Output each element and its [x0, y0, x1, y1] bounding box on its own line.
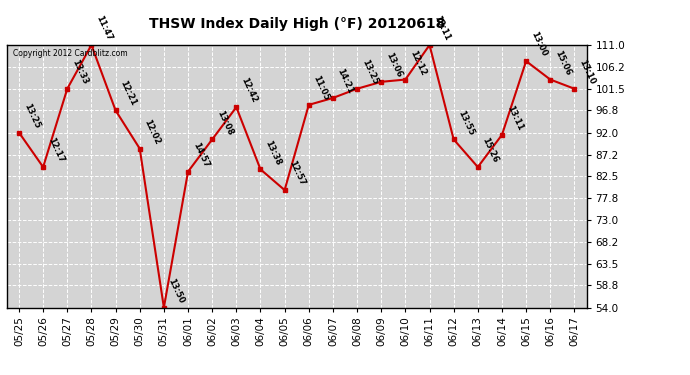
Text: Copyright 2012 Cardblitz.com: Copyright 2012 Cardblitz.com: [12, 49, 128, 58]
Text: 12:42: 12:42: [239, 76, 259, 104]
Text: 13:55: 13:55: [457, 109, 476, 136]
Text: 13:00: 13:00: [529, 30, 549, 58]
Text: 13:50: 13:50: [167, 277, 186, 305]
Text: 11:47: 11:47: [95, 14, 114, 42]
Text: 13:11: 13:11: [433, 14, 452, 42]
Text: 12:21: 12:21: [119, 80, 138, 108]
Text: 13:08: 13:08: [215, 109, 235, 136]
Text: THSW Index Daily High (°F) 20120618: THSW Index Daily High (°F) 20120618: [148, 17, 445, 31]
Text: 15:06: 15:06: [553, 49, 573, 77]
Text: 13:11: 13:11: [505, 104, 524, 132]
Text: 13:06: 13:06: [384, 51, 404, 79]
Text: 12:17: 12:17: [46, 136, 66, 164]
Text: 12:12: 12:12: [408, 49, 428, 77]
Text: 15:26: 15:26: [481, 136, 500, 164]
Text: 14:57: 14:57: [191, 141, 210, 169]
Text: 14:21: 14:21: [336, 67, 355, 95]
Text: 12:57: 12:57: [288, 159, 307, 187]
Text: 13:33: 13:33: [70, 58, 90, 86]
Text: 12:02: 12:02: [143, 118, 162, 146]
Text: 13:25: 13:25: [360, 58, 380, 86]
Text: 11:05: 11:05: [312, 74, 331, 102]
Text: 13:25: 13:25: [22, 102, 41, 130]
Text: 13:38: 13:38: [264, 139, 283, 166]
Text: 13:10: 13:10: [578, 58, 597, 86]
